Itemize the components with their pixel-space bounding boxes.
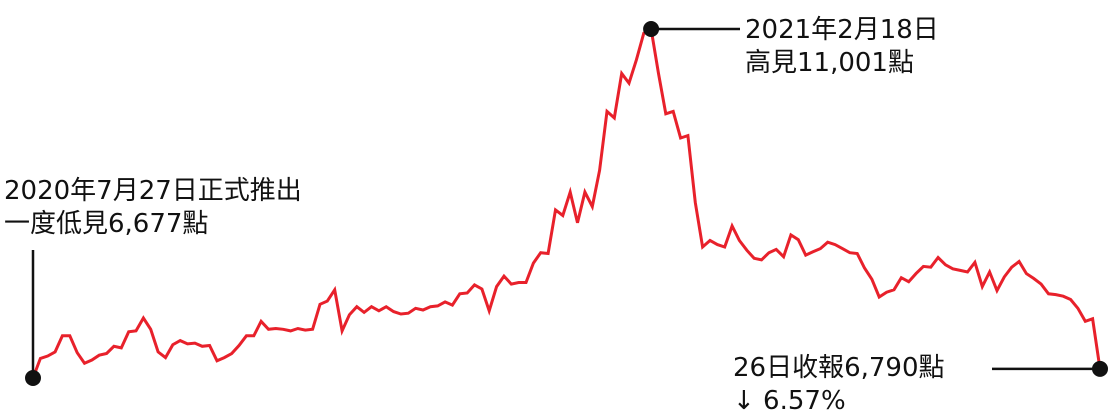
start-annotation: 2020年7月27日正式推出 一度低見6,677點 (4, 175, 302, 241)
end-point-marker (1092, 360, 1108, 377)
start-annotation-value: 一度低見6,677點 (4, 209, 209, 239)
end-annotation-change: ↓ 6.57% (733, 386, 846, 416)
peak-point-marker (643, 21, 660, 37)
end-annotation: 26日收報6,790點 ↓ 6.57% (733, 352, 945, 418)
peak-annotation-value: 高見11,001點 (745, 48, 914, 78)
start-annotation-date: 2020年7月27日正式推出 (4, 176, 302, 206)
end-annotation-close: 26日收報6,790點 (733, 353, 945, 383)
start-point-marker (25, 370, 41, 386)
peak-annotation: 2021年2月18日 高見11,001點 (745, 14, 939, 80)
series-line (31, 26, 1102, 380)
peak-annotation-date: 2021年2月18日 (745, 15, 939, 45)
